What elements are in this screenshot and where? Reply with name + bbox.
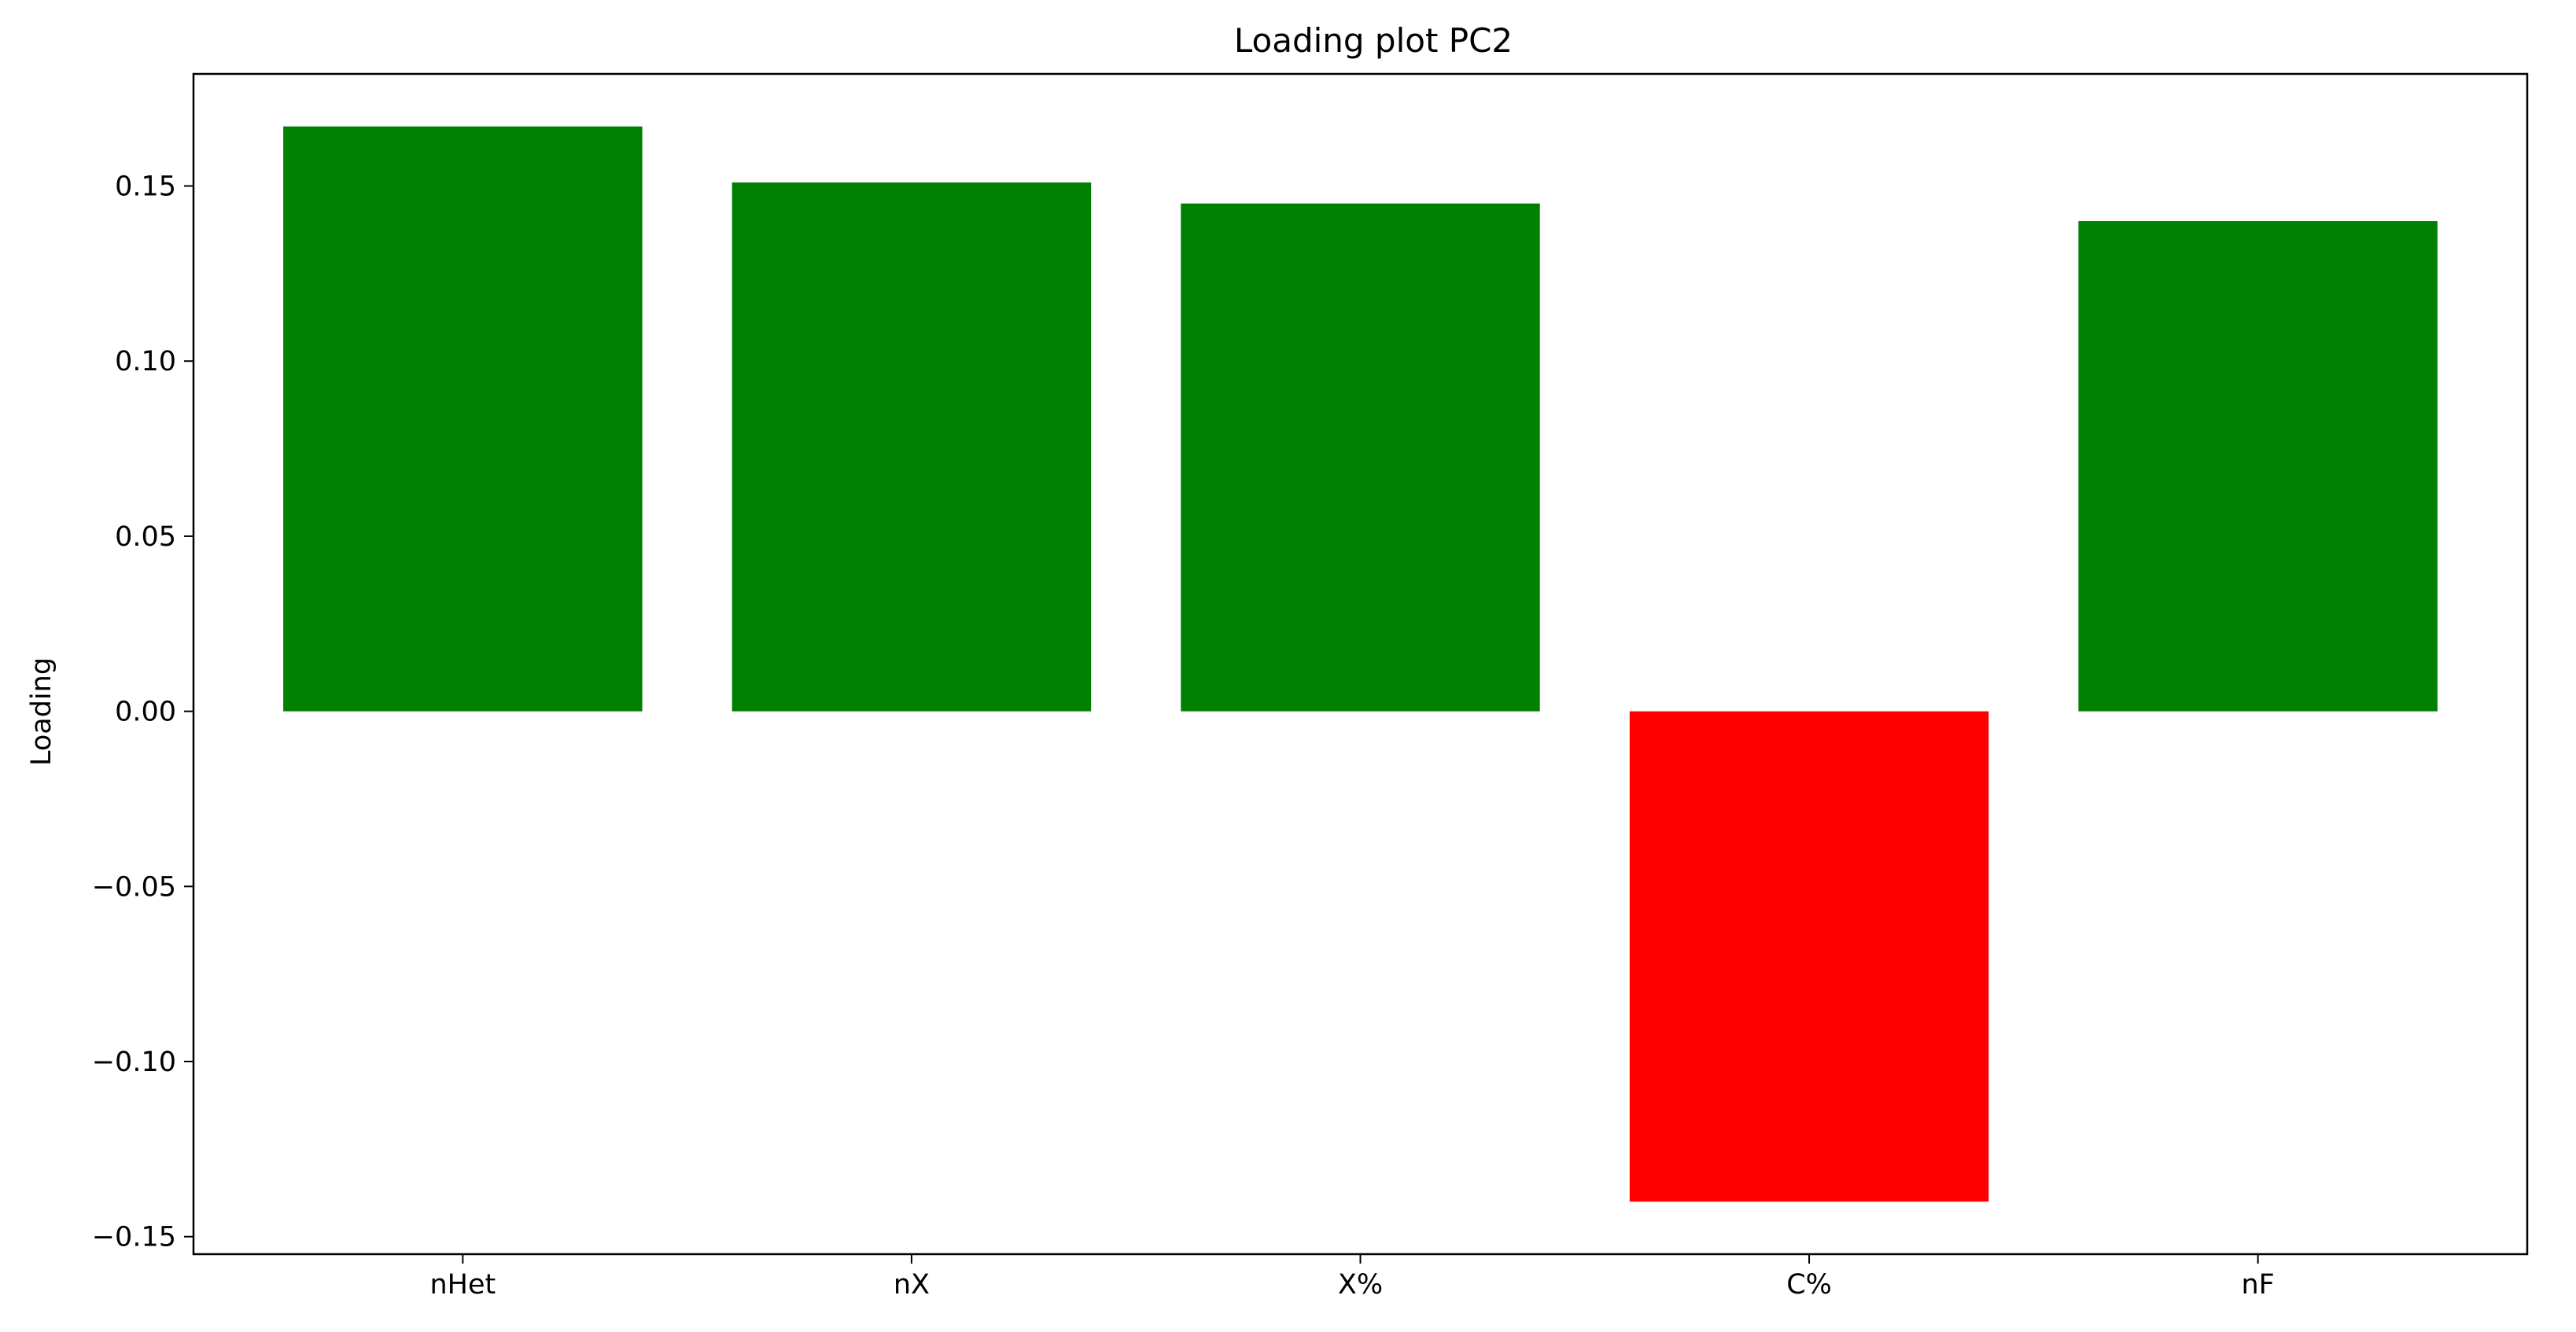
bars-group <box>283 126 2438 1202</box>
plot-frame <box>192 72 2529 1256</box>
y-tick-label: 0.05 <box>115 521 176 553</box>
y-axis-label: Loading <box>26 657 57 766</box>
x-tick-label: X% <box>1338 1269 1383 1301</box>
bar-x <box>1181 203 1540 712</box>
chart-title: Loading plot PC2 <box>1234 21 1513 60</box>
y-tick-label: −0.15 <box>92 1222 176 1253</box>
x-axis-ticks: nHet nX X% C% nF <box>429 1254 2275 1301</box>
x-tick-label: nHet <box>429 1269 496 1301</box>
bar-nhet <box>283 126 643 712</box>
y-axis-ticks: −0.15 −0.10 −0.05 0.00 0.05 0.10 0.15 <box>92 171 193 1253</box>
y-tick-label: −0.05 <box>92 871 176 903</box>
bar-nf <box>2078 221 2438 712</box>
y-tick-label: −0.10 <box>92 1047 176 1078</box>
y-tick-label: 0.15 <box>115 171 176 203</box>
y-tick-label: 0.00 <box>115 697 176 728</box>
x-tick-label: C% <box>1786 1269 1832 1301</box>
y-tick-label: 0.10 <box>115 346 176 377</box>
x-tick-label: nF <box>2241 1269 2274 1301</box>
x-tick-label: nX <box>894 1269 930 1301</box>
bar-c <box>1629 711 1989 1202</box>
bar-nx <box>732 182 1092 712</box>
